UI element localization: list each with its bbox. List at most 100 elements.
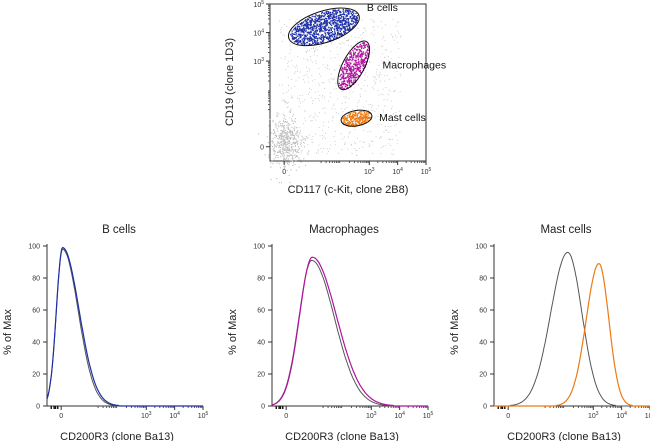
event-dot [295, 149, 297, 151]
population-dot [349, 17, 351, 19]
event-dot [287, 152, 289, 154]
event-dot [363, 47, 365, 49]
event-dot [303, 117, 305, 119]
event-dot [338, 64, 340, 66]
population-dot [355, 59, 357, 62]
event-dot [354, 76, 356, 78]
event-dot [366, 55, 368, 57]
population-dot [325, 23, 328, 25]
event-dot [280, 129, 282, 131]
population-dot [308, 39, 310, 41]
event-dot [280, 137, 282, 139]
event-dot [280, 138, 282, 140]
population-dot [359, 111, 361, 113]
population-dot [345, 16, 347, 18]
event-dot [292, 122, 294, 124]
event-dot [382, 146, 384, 147]
event-dot [290, 159, 292, 161]
event-dot [382, 94, 384, 96]
event-dot [296, 155, 298, 157]
population-dot [298, 34, 300, 36]
event-dot [283, 145, 285, 147]
gate-ellipse [337, 40, 371, 91]
event-dot [358, 27, 360, 29]
population-dot [320, 16, 322, 18]
event-dot [342, 111, 344, 113]
event-dot [285, 69, 287, 71]
event-dot [313, 48, 315, 49]
event-dot [291, 131, 293, 133]
event-dot [270, 179, 272, 181]
population-dot [350, 76, 352, 79]
event-dot [384, 62, 386, 64]
population-dot [300, 43, 302, 45]
event-dot [281, 133, 283, 135]
population-dot [312, 25, 314, 28]
population-dot [335, 10, 337, 12]
population-dot [369, 112, 371, 115]
event-dot [293, 137, 295, 139]
population-dot [332, 19, 334, 22]
population-dot [341, 22, 343, 24]
event-dot [382, 88, 384, 90]
event-dot [284, 121, 286, 123]
population-dot [304, 43, 306, 45]
event-dot [310, 56, 311, 58]
event-dot [307, 50, 308, 52]
event-dot [296, 155, 298, 157]
event-dot [298, 100, 300, 102]
event-dot [282, 141, 284, 143]
population-dot [319, 31, 321, 33]
population-dot [349, 68, 351, 71]
population-dot [349, 74, 351, 76]
event-dot [374, 117, 376, 119]
population-dot [356, 76, 358, 78]
population-dot [334, 24, 336, 26]
event-dot [379, 138, 380, 139]
event-dot [287, 76, 289, 78]
population-dot [326, 12, 328, 14]
population-dot [356, 17, 358, 19]
event-dot [313, 22, 315, 24]
event-dot [310, 59, 312, 61]
event-dot [330, 78, 332, 80]
population-dot [333, 15, 335, 17]
event-dot [299, 159, 301, 161]
population-dot [361, 47, 363, 50]
event-dot [395, 25, 397, 27]
event-dot [278, 143, 280, 145]
event-dot [284, 102, 286, 104]
population-dot [347, 12, 349, 14]
event-dot [289, 142, 291, 144]
population-dot [362, 59, 364, 62]
population-dot [322, 23, 324, 25]
population-dot [363, 42, 365, 44]
event-dot [297, 141, 299, 143]
event-dot [305, 120, 306, 122]
population-dot [341, 13, 343, 15]
event-dot [295, 79, 297, 81]
population-dot [303, 28, 305, 30]
population-dot [318, 34, 320, 36]
population-dot [344, 85, 347, 88]
population-dot [300, 28, 302, 30]
event-dot [285, 152, 287, 154]
population-dot [334, 21, 337, 24]
event-dot [291, 119, 293, 121]
event-dot [288, 155, 290, 157]
event-dot [288, 140, 290, 142]
y-tick-label: 20 [479, 372, 487, 379]
event-dot [301, 33, 302, 35]
event-dot [343, 71, 345, 73]
event-dot [302, 123, 304, 125]
population-dot [318, 28, 320, 30]
population-dot [349, 29, 351, 31]
dot-plot-y-label: CD19 (clone 1D3) [224, 38, 236, 126]
population-dot [314, 19, 317, 21]
population-dot [339, 84, 341, 86]
event-dot [278, 136, 280, 138]
event-dot [332, 116, 334, 117]
y-tick-label: 103 [253, 57, 264, 66]
event-dot [359, 96, 361, 97]
event-dot [322, 82, 324, 83]
